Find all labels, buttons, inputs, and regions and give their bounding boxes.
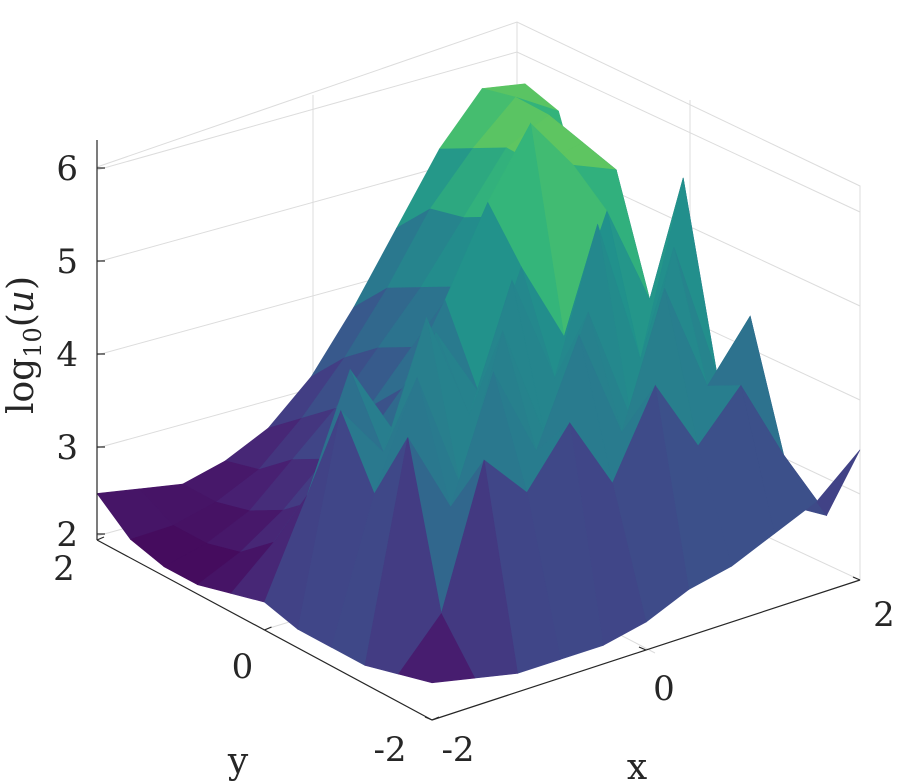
y-tick: [431, 716, 440, 721]
surface-mesh: [96, 83, 861, 684]
y-tick-label: 0: [232, 647, 254, 687]
y-tick-label: -2: [373, 730, 406, 770]
tick-marks: [96, 167, 861, 721]
z-axis-label: log10(u): [1, 276, 47, 414]
x-tick-label: 2: [873, 595, 895, 635]
y-tick: [96, 536, 105, 541]
z-tick-label: 6: [56, 149, 78, 189]
y-tick-label: 2: [53, 549, 75, 589]
surface-patch: [398, 613, 476, 684]
y-tick: [264, 626, 272, 631]
y-axis-label: y: [227, 741, 249, 782]
z-tick-label: 2: [56, 515, 78, 555]
x-axis-label: x: [627, 747, 647, 783]
x-tick: [852, 576, 861, 581]
x-tick: [424, 716, 433, 721]
z-tick-label: 5: [56, 242, 78, 282]
x-tick-label: -2: [441, 730, 474, 770]
z-tick-label: 4: [56, 335, 78, 375]
tick-labels: 2 3 4 5 6 -2 0 2 -2 0 2: [53, 149, 895, 770]
grid-line-z6: [96, 51, 861, 213]
x-tick: [638, 646, 647, 651]
x-tick-label: 0: [653, 669, 675, 709]
z-tick-label: 3: [56, 428, 78, 468]
